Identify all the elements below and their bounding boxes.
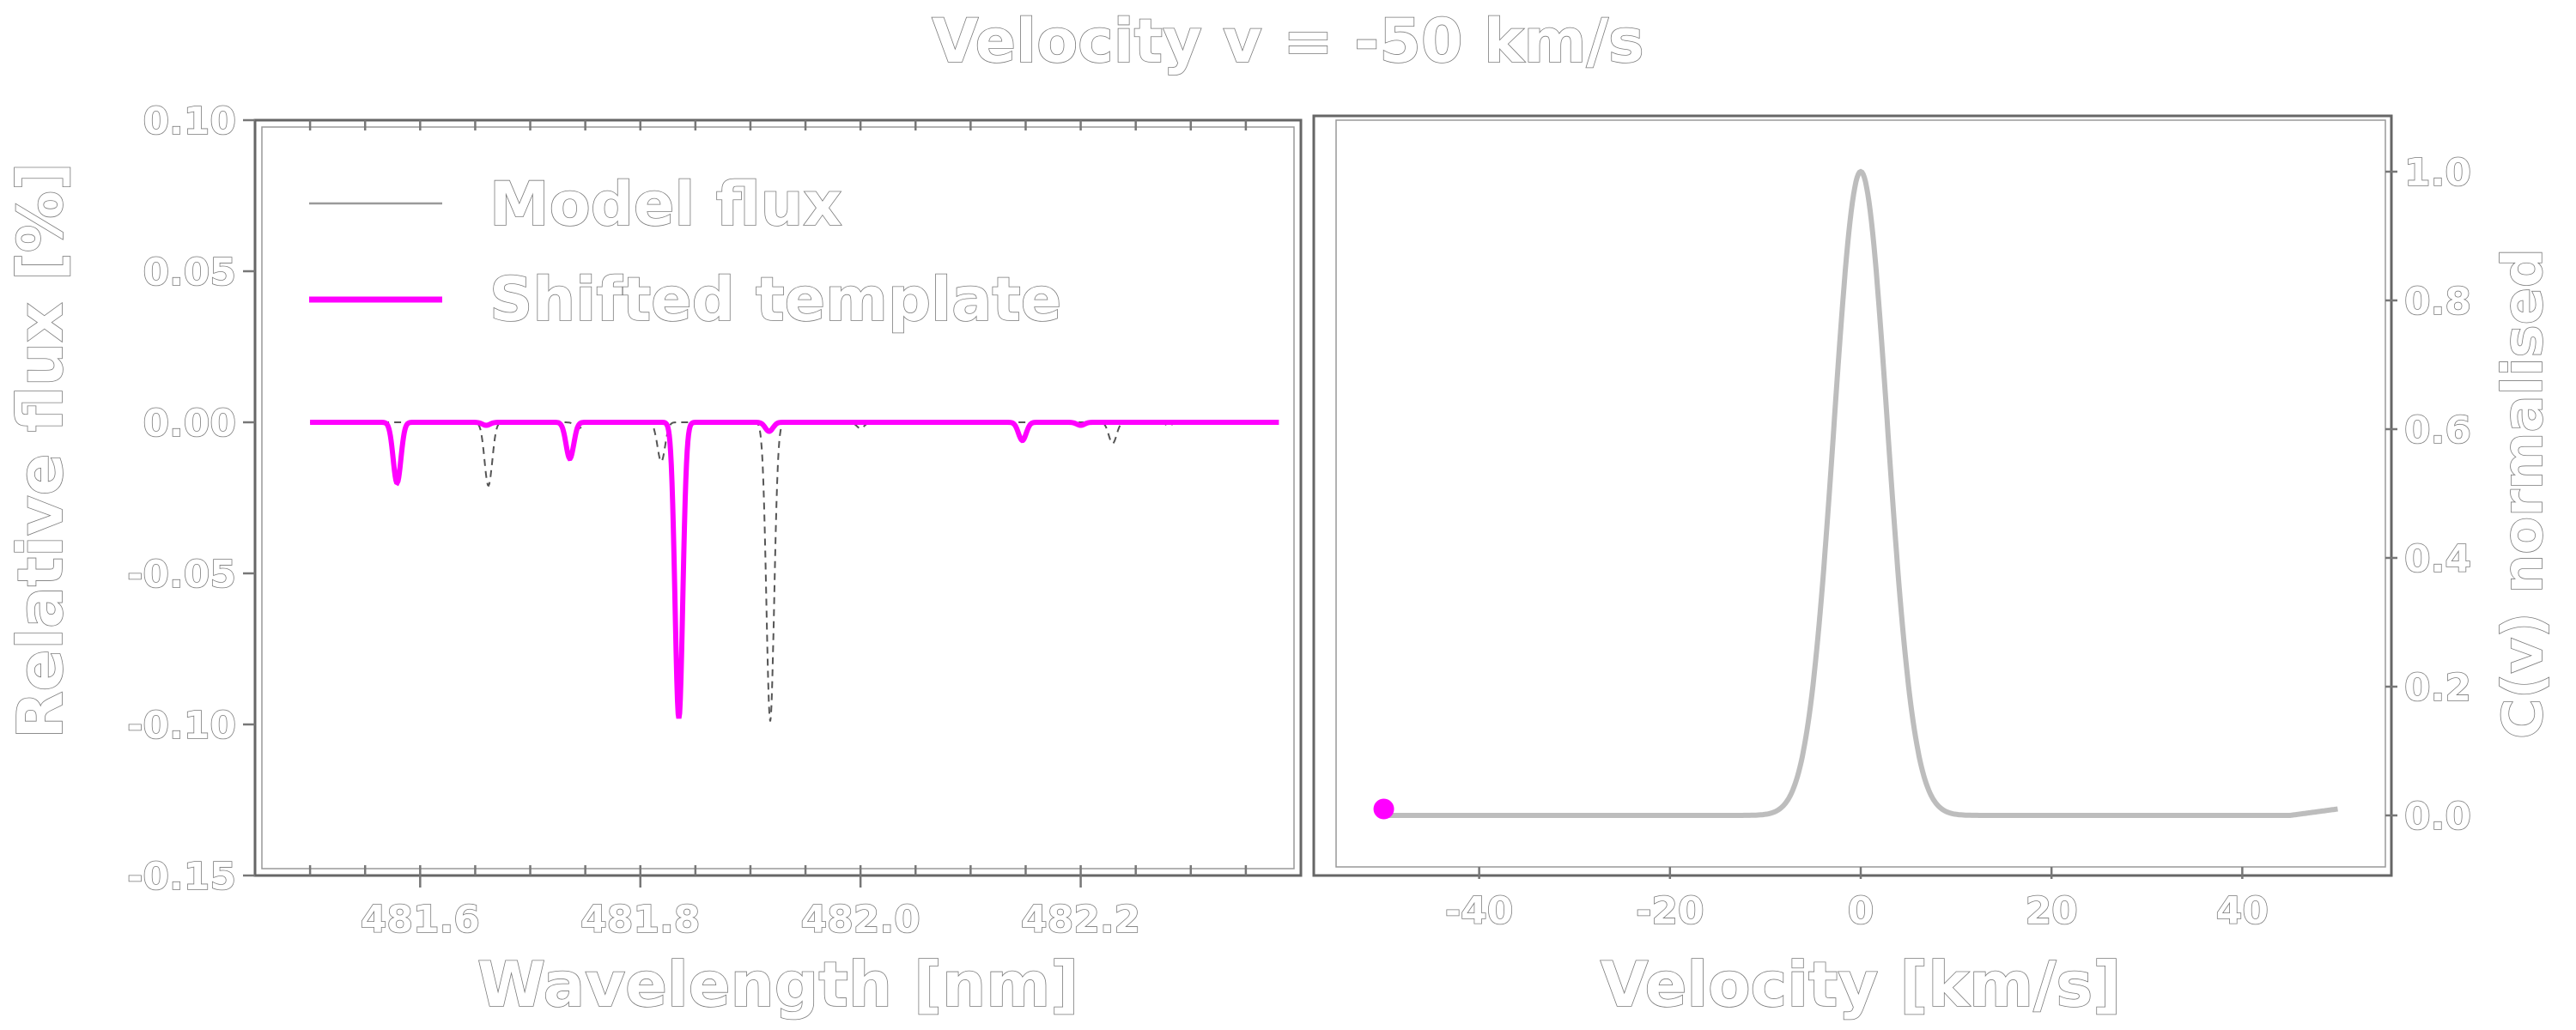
left-y-tick-label: 0.10: [143, 100, 236, 143]
left-x-tick-label: 482.0: [801, 898, 920, 942]
legend-label-model-flux: Model flux: [489, 169, 842, 239]
right-y-tick-label: 0.8: [2404, 280, 2471, 324]
left-x-tick-label: 482.2: [1021, 898, 1140, 942]
left-x-tick-label: 481.6: [361, 898, 480, 942]
left-y-tick-label: -0.15: [127, 855, 236, 899]
left-y-tick-label: 0.05: [143, 251, 236, 294]
right-plot-frame: [1312, 114, 2393, 877]
right-x-tick-label: -20: [1636, 889, 1704, 933]
left-x-ticks: 481.6 481.8 482.0 482.2: [308, 120, 1248, 942]
right-series-group: [1373, 168, 2338, 820]
right-x-tick-label: 0: [1848, 889, 1874, 933]
figure-title: Velocity v = -50 km/s: [932, 6, 1643, 76]
series-shifted-template: [310, 420, 1279, 719]
left-x-tick-label: 481.8: [580, 898, 700, 942]
left-y-tick-label: -0.10: [127, 704, 236, 748]
right-x-axis-label: Velocity [km/s]: [1601, 948, 2121, 1021]
right-x-tick-label: -40: [1445, 889, 1514, 933]
right-y-tick-label: 0.4: [2404, 537, 2471, 581]
left-series-group: [310, 420, 1279, 722]
left-y-axis-label: Relative flux [%]: [4, 162, 76, 739]
legend: Model flux Shifted template: [309, 168, 1062, 336]
current-velocity-marker: [1373, 798, 1394, 820]
right-y-axis-label: C(v) normalised: [2492, 248, 2555, 739]
right-y-ticks: 1.0 0.8 0.6 0.4 0.2 0.0: [2385, 150, 2472, 839]
left-y-tick-label: 0.00: [143, 402, 236, 445]
right-panel: 1.0 0.8 0.6 0.4 0.2 0.0 -40 -20 0 20 40 Velocity …: [1312, 114, 2556, 1021]
left-y-tick-label: -0.05: [127, 553, 236, 597]
right-y-tick-label: 0.2: [2404, 666, 2471, 710]
right-x-ticks: -40 -20 0 20 40: [1444, 867, 2269, 934]
left-panel: 0.100.050.00-0.05-0.10-0.15 481.6 481.8 48…: [3, 99, 1303, 1021]
legend-label-shifted-template: Shifted template: [489, 264, 1061, 335]
series-model-flux: [310, 421, 1279, 722]
right-x-tick-label: 20: [2026, 889, 2078, 933]
right-y-tick-label: 1.0: [2404, 151, 2471, 195]
left-plot-frame: [253, 118, 1303, 877]
left-y-ticks: 0.10 0.05 0.00 -0.05 -0.10 -0.15: [126, 99, 255, 900]
right-y-tick-label: 0.0: [2404, 795, 2471, 839]
right-y-tick-label: 0.6: [2404, 409, 2471, 452]
left-x-axis-label: Wavelength [nm]: [477, 948, 1078, 1021]
right-x-tick-label: 40: [2216, 889, 2269, 933]
left-plot-frame-inner: [261, 126, 1295, 869]
right-plot-frame-inner: [1335, 119, 2386, 868]
series-ccf-curve: [1383, 168, 2338, 818]
